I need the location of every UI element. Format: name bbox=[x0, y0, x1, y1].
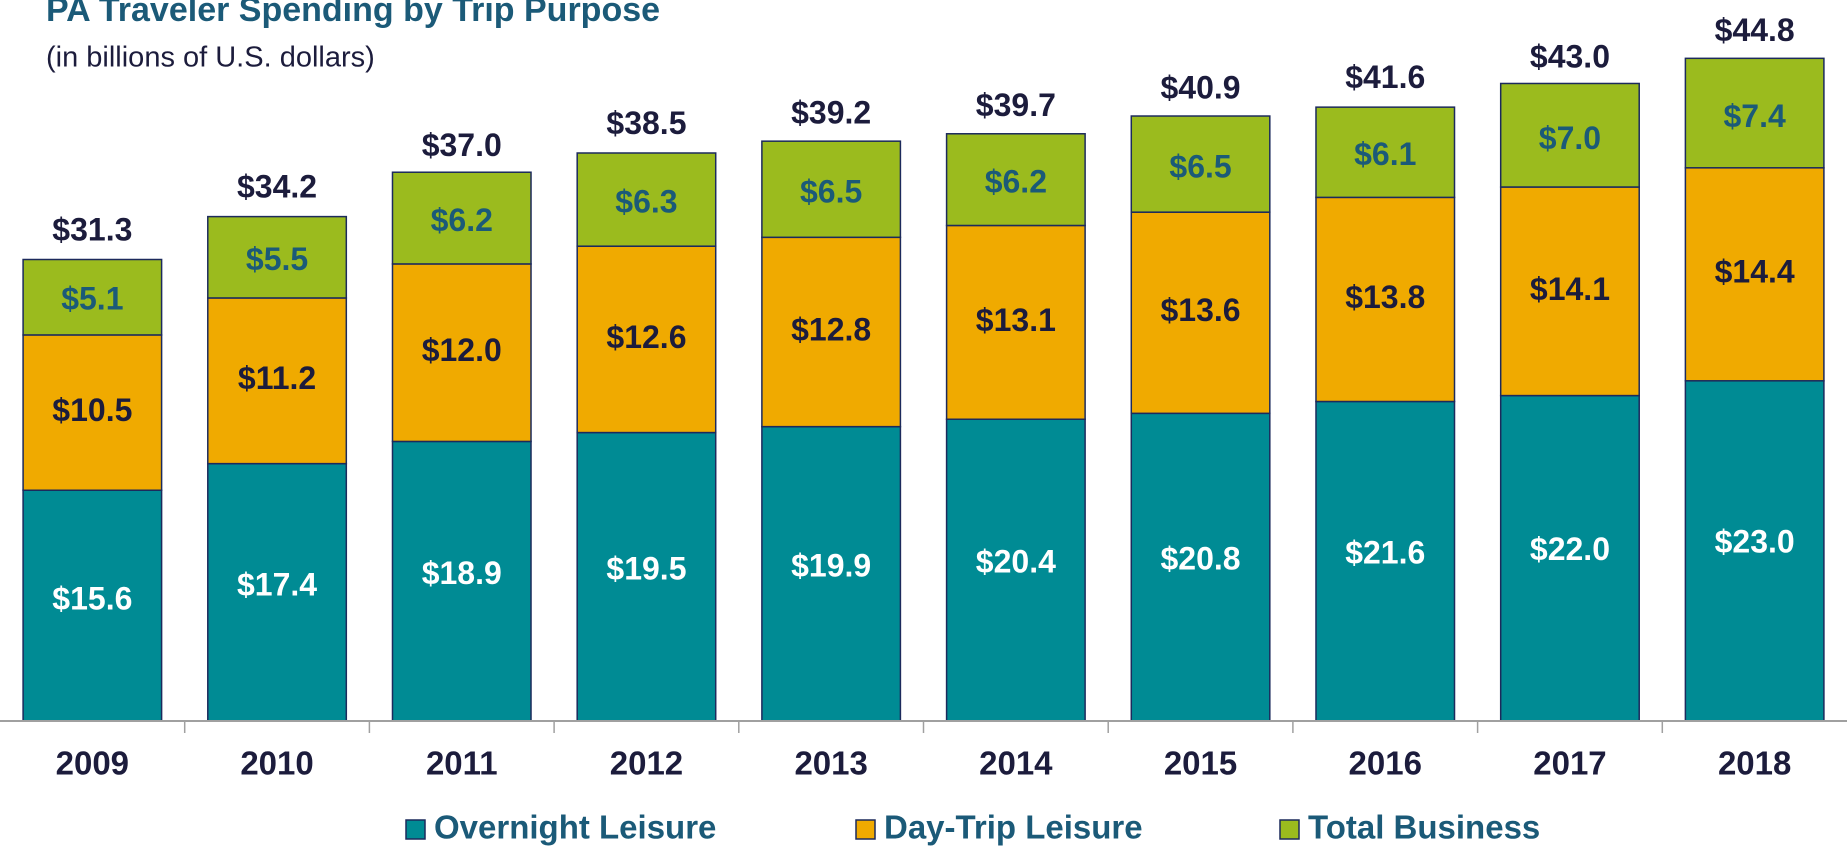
x-tick-label: 2009 bbox=[56, 745, 129, 782]
total-label: $39.7 bbox=[976, 87, 1056, 123]
value-label: $23.0 bbox=[1715, 524, 1795, 560]
value-label: $5.5 bbox=[246, 241, 308, 277]
bar-segment bbox=[1315, 400, 1456, 722]
bar-segment bbox=[391, 440, 532, 722]
legend-swatch bbox=[855, 819, 876, 840]
bar-segment bbox=[761, 425, 902, 722]
value-label: $6.5 bbox=[800, 174, 862, 210]
value-label: $13.1 bbox=[976, 302, 1056, 338]
x-tick-label: 2011 bbox=[426, 745, 498, 782]
value-label: $18.9 bbox=[422, 555, 502, 591]
total-label: $39.2 bbox=[791, 95, 871, 131]
bar-segment bbox=[576, 152, 717, 247]
legend-label: Day-Trip Leisure bbox=[884, 809, 1143, 846]
value-label: $12.6 bbox=[606, 319, 686, 355]
bar-segment bbox=[391, 263, 532, 443]
bar-segment bbox=[207, 462, 348, 722]
value-label: $10.5 bbox=[52, 392, 132, 428]
legend-label: Overnight Leisure bbox=[434, 809, 716, 846]
value-label: $22.0 bbox=[1530, 531, 1610, 567]
value-label: $12.0 bbox=[422, 332, 502, 368]
value-label: $6.1 bbox=[1354, 136, 1416, 172]
legend-swatch bbox=[1279, 819, 1300, 840]
bar-segment bbox=[391, 171, 532, 265]
total-label: $31.3 bbox=[52, 211, 132, 247]
bar-segment bbox=[1499, 82, 1640, 188]
legend-label: Total Business bbox=[1308, 809, 1540, 846]
chart-title: PA Traveler Spending by Trip Purpose bbox=[46, 0, 660, 29]
bar-segment bbox=[1684, 57, 1825, 169]
bar-segment bbox=[1315, 196, 1456, 403]
bar-segment bbox=[1130, 211, 1271, 415]
value-label: $15.6 bbox=[52, 580, 132, 616]
bar-segment bbox=[945, 224, 1086, 420]
bar-segment bbox=[761, 236, 902, 428]
bar-segment bbox=[207, 297, 348, 465]
total-label: $34.2 bbox=[237, 169, 317, 205]
bar-segment bbox=[945, 133, 1086, 227]
bar-segment bbox=[1499, 394, 1640, 722]
value-label: $13.8 bbox=[1345, 279, 1425, 315]
value-label: $6.2 bbox=[985, 164, 1047, 200]
x-tick-label: 2010 bbox=[240, 745, 313, 782]
bar-segment bbox=[22, 258, 163, 336]
bar-segment bbox=[1130, 412, 1271, 722]
x-tick-label: 2018 bbox=[1718, 745, 1791, 782]
value-label: $11.2 bbox=[238, 360, 316, 396]
value-label: $20.8 bbox=[1161, 540, 1241, 576]
value-label: $21.6 bbox=[1345, 534, 1425, 570]
bar-segment bbox=[22, 489, 163, 722]
legend-swatch bbox=[405, 819, 426, 840]
value-label: $6.5 bbox=[1169, 148, 1231, 184]
value-label: $7.0 bbox=[1539, 120, 1601, 156]
x-tick-label: 2013 bbox=[794, 745, 867, 782]
value-label: $20.4 bbox=[976, 544, 1056, 580]
value-label: $19.5 bbox=[606, 550, 686, 586]
value-label: $12.8 bbox=[791, 311, 871, 347]
x-tick-label: 2016 bbox=[1349, 745, 1422, 782]
value-label: $14.4 bbox=[1715, 254, 1795, 290]
total-label: $37.0 bbox=[422, 127, 502, 163]
value-label: $19.9 bbox=[791, 547, 871, 583]
value-label: $5.1 bbox=[61, 280, 123, 316]
value-label: $6.2 bbox=[431, 202, 493, 238]
x-tick-label: 2017 bbox=[1533, 745, 1606, 782]
x-tick-label: 2015 bbox=[1164, 745, 1237, 782]
value-label: $14.1 bbox=[1530, 271, 1610, 307]
value-label: $6.3 bbox=[615, 184, 677, 220]
chart-subtitle: (in billions of U.S. dollars) bbox=[46, 42, 375, 74]
total-label: $44.8 bbox=[1715, 12, 1795, 48]
x-tick-label: 2014 bbox=[979, 745, 1053, 782]
total-label: $38.5 bbox=[606, 105, 686, 141]
bar-segment bbox=[22, 334, 163, 491]
total-label: $40.9 bbox=[1161, 69, 1241, 105]
value-label: $17.4 bbox=[237, 567, 317, 603]
bar-segment bbox=[945, 418, 1086, 722]
total-label: $43.0 bbox=[1530, 38, 1610, 74]
bar-segment bbox=[576, 245, 717, 434]
bar-segment bbox=[1684, 167, 1825, 382]
bar-segment bbox=[761, 140, 902, 239]
value-label: $13.6 bbox=[1161, 292, 1241, 328]
value-label: $7.4 bbox=[1724, 98, 1786, 134]
bar-segment bbox=[1130, 115, 1271, 213]
bar-segment bbox=[1315, 106, 1456, 199]
bar-segment bbox=[207, 215, 348, 299]
x-tick-label: 2012 bbox=[610, 745, 683, 782]
total-label: $41.6 bbox=[1345, 59, 1425, 95]
